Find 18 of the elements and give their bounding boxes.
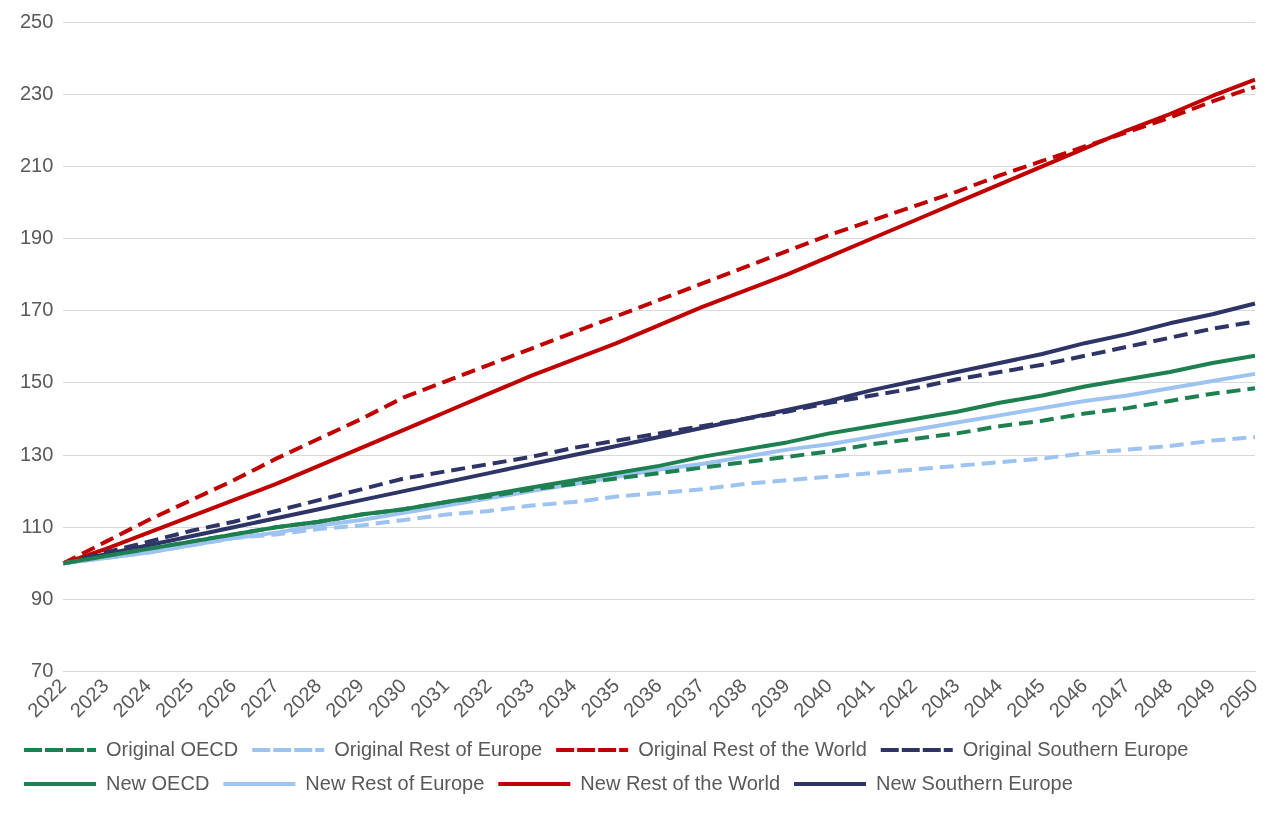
y-tick-label: 230 xyxy=(19,81,54,104)
y-tick-label: 210 xyxy=(19,153,54,176)
y-tick-label: 150 xyxy=(19,370,54,393)
legend-label: Original Southern Europe xyxy=(962,737,1189,760)
legend-label: New OECD xyxy=(106,771,210,794)
legend-label: Original Rest of the World xyxy=(638,737,867,760)
y-tick-label: 190 xyxy=(19,226,54,249)
y-tick-label: 250 xyxy=(19,9,54,32)
legend-label: Original Rest of Europe xyxy=(334,737,543,760)
y-tick-label: 110 xyxy=(21,514,54,537)
legend-label: New Rest of the World xyxy=(580,771,781,794)
y-tick-label: 90 xyxy=(31,586,54,609)
y-tick-label: 70 xyxy=(31,659,54,682)
legend-label: New Southern Europe xyxy=(876,771,1073,794)
y-tick-label: 130 xyxy=(19,442,54,465)
legend-label: New Rest of Europe xyxy=(305,771,485,794)
legend-label: Original OECD xyxy=(106,737,239,760)
y-tick-label: 170 xyxy=(19,298,54,321)
